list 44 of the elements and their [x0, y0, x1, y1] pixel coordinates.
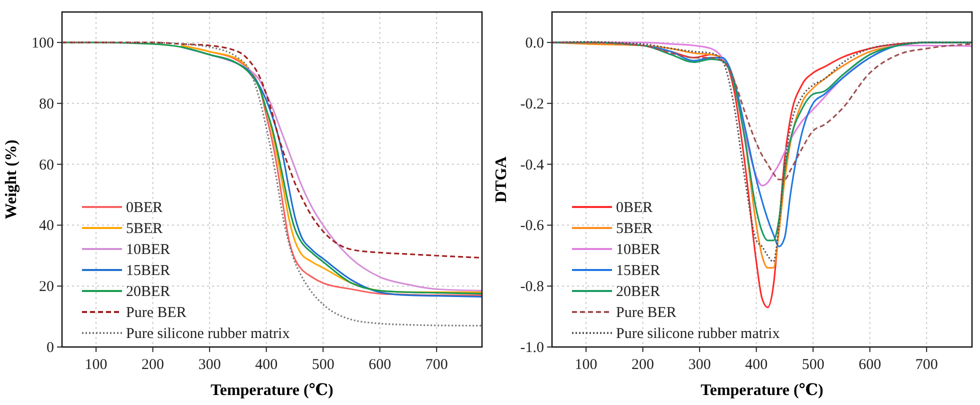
y-tick-label: 20 [39, 279, 54, 296]
x-tick-label: 100 [84, 357, 108, 373]
x-tick-label: 200 [142, 357, 164, 373]
x-tick-label: 300 [198, 357, 221, 373]
legend-label: Pure silicone rubber matrix [126, 326, 290, 342]
legend-label: 5BER [126, 221, 163, 237]
x-tick-label: 300 [688, 357, 711, 373]
y-tick-label: 0.0 [525, 35, 544, 52]
y-tick-label: -0.4 [520, 157, 544, 174]
y-tick-label: -0.2 [520, 96, 544, 112]
legend-label: 10BER [126, 242, 170, 258]
x-tick-label: 600 [368, 357, 392, 373]
x-tick-label: 100 [574, 357, 598, 373]
y-tick-label: 100 [32, 35, 54, 52]
legend-label: Pure BER [616, 305, 676, 321]
legend-label: Pure silicone rubber matrix [616, 326, 780, 342]
y-tick-label: 60 [39, 157, 54, 174]
y-tick-label: -1.0 [520, 340, 544, 356]
y-axis-title: DTGA [493, 156, 510, 203]
y-tick-label: 40 [39, 218, 54, 234]
x-axis-title: Temperature (℃) [210, 382, 334, 399]
legend-label: 0BER [616, 200, 653, 216]
legend-label: 20BER [126, 284, 170, 300]
x-tick-label: 500 [312, 357, 334, 373]
legend-label: 20BER [616, 284, 660, 300]
legend-label: 0BER [126, 200, 163, 216]
x-tick-label: 200 [632, 357, 654, 373]
y-tick-label: 0 [46, 340, 54, 356]
x-tick-label: 700 [425, 357, 448, 373]
x-tick-label: 500 [802, 357, 824, 373]
y-tick-label: -0.6 [520, 218, 544, 234]
legend-label: Pure BER [126, 305, 186, 321]
x-tick-label: 400 [745, 357, 768, 373]
y-tick-label: 80 [39, 96, 54, 112]
x-tick-label: 600 [858, 357, 882, 373]
legend-label: 15BER [616, 263, 660, 279]
y-tick-label: -0.8 [520, 279, 544, 296]
legend-label: 5BER [616, 221, 653, 237]
x-tick-label: 400 [255, 357, 278, 373]
legend-label: 15BER [126, 263, 170, 279]
legend-label: 10BER [616, 242, 660, 258]
x-tick-label: 700 [915, 357, 938, 373]
x-axis-title: Temperature (℃) [700, 382, 824, 399]
y-axis-title: Weight (%) [3, 140, 20, 220]
